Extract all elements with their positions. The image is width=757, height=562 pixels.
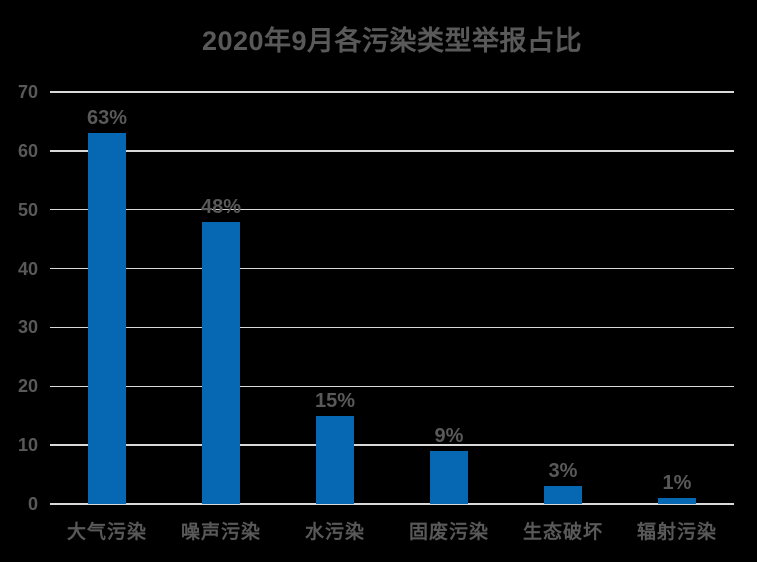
bar-value-label: 15%: [314, 389, 356, 412]
gridline: [50, 150, 734, 152]
y-tick-label: 50: [17, 199, 38, 220]
bar: [430, 451, 468, 504]
x-tick-label: 水污染: [304, 522, 365, 543]
y-tick-label: 70: [17, 82, 38, 102]
gridline: [50, 385, 734, 388]
bar-column: 15%: [278, 92, 392, 504]
bar-value-label: 1%: [662, 472, 692, 495]
bar-value-label: 9%: [434, 425, 464, 448]
x-tick-label: 大气污染: [66, 522, 147, 543]
bar: [316, 415, 354, 504]
y-axis: 0 10 20 30 40 50 60 70: [0, 82, 38, 514]
bar-column: 63%: [50, 92, 164, 504]
plot-area: 63% 48% 15% 9% 3% 1%: [50, 91, 734, 505]
gridline: [50, 326, 734, 329]
y-tick-label: 10: [17, 435, 38, 456]
bar-column: 1%: [620, 92, 734, 504]
gridline: [50, 503, 734, 505]
x-tick-label: 固废污染: [408, 522, 489, 543]
x-tick-label: 噪声污染: [180, 522, 261, 543]
y-tick-label: 40: [17, 258, 38, 279]
bar: [658, 498, 696, 504]
bar-value-label: 63%: [86, 107, 128, 130]
gridline: [50, 267, 734, 270]
bar-value-label: 3%: [548, 460, 578, 483]
bar: [88, 133, 126, 504]
x-axis: 大气污染 噪声污染 水污染 固废污染 生态破坏 辐射污染: [50, 520, 734, 546]
y-tick-label: 30: [17, 317, 38, 338]
x-tick-label: 辐射污染: [636, 522, 717, 543]
bar: [544, 486, 582, 504]
bar: [202, 221, 240, 504]
gridline: [50, 444, 734, 446]
gridline: [50, 208, 734, 211]
y-tick-label: 0: [27, 494, 38, 514]
bar-column: 9%: [392, 92, 506, 504]
x-tick-label: 生态破坏: [522, 522, 603, 543]
y-tick-label: 20: [17, 376, 38, 397]
bar-value-label: 48%: [200, 195, 242, 218]
chart-title: 2020年9月各污染类型举报占比: [201, 26, 583, 56]
y-tick-label: 60: [17, 140, 38, 161]
gridline: [50, 91, 734, 93]
bar-column: 48%: [164, 92, 278, 504]
bar-column: 3%: [506, 92, 620, 504]
